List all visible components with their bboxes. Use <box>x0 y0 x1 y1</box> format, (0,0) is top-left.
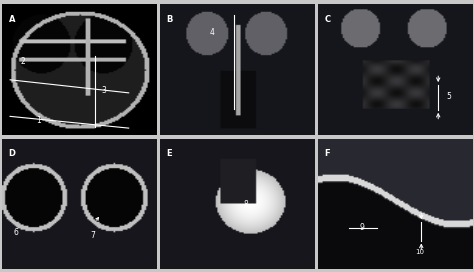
Text: 6: 6 <box>13 228 18 237</box>
Text: B: B <box>166 14 173 23</box>
Text: 8: 8 <box>244 200 248 209</box>
Text: F: F <box>324 149 330 158</box>
Text: 1: 1 <box>36 116 41 125</box>
Text: D: D <box>9 149 16 158</box>
Text: C: C <box>324 14 330 23</box>
Text: 10: 10 <box>415 249 424 255</box>
Text: 3: 3 <box>101 86 106 95</box>
Text: 7: 7 <box>90 231 95 240</box>
Text: 4: 4 <box>210 28 214 38</box>
Text: 2: 2 <box>21 57 26 66</box>
Text: 9: 9 <box>360 223 365 232</box>
Text: E: E <box>166 149 172 158</box>
Text: 5: 5 <box>446 92 451 101</box>
Text: A: A <box>9 14 15 23</box>
